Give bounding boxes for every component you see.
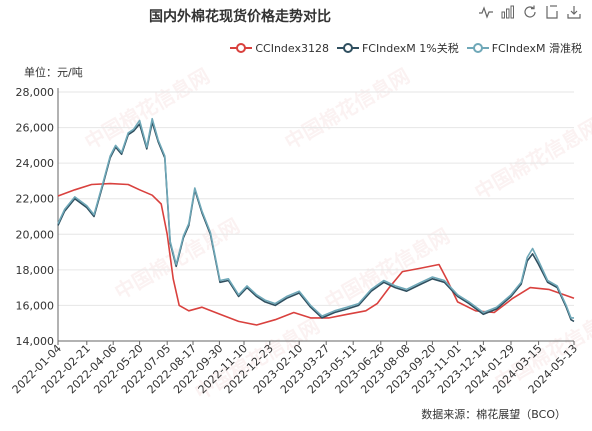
legend-item[interactable]: FCIndexM 滑准税 <box>466 40 582 56</box>
legend-swatch-icon <box>230 43 253 53</box>
watermark-text: 中国棉花信息网 <box>81 64 214 155</box>
y-tick-label: 20,000 <box>16 228 55 241</box>
legend-swatch-icon <box>466 43 489 53</box>
y-tick-label: 24,000 <box>16 157 55 170</box>
save-image-icon[interactable] <box>566 4 582 20</box>
page-title: 国内外棉花现货价格走势对比 <box>149 9 331 25</box>
chart-legend: CCIndex3128 FCIndexM 1%关税 FCIndexM 滑准税 <box>230 40 582 56</box>
legend-item[interactable]: CCIndex3128 <box>230 40 329 56</box>
series-line-1 <box>57 182 575 326</box>
line-chart-icon[interactable] <box>478 4 494 20</box>
y-tick-label: 18,000 <box>16 264 55 277</box>
legend-label: FCIndexM 1%关税 <box>361 42 459 55</box>
y-tick-label: 16,000 <box>16 299 55 312</box>
y-axis-unit-label: 单位：元/吨 <box>24 66 83 79</box>
y-tick-label: 28,000 <box>16 86 55 99</box>
legend-item[interactable]: FCIndexM 1%关税 <box>336 40 459 56</box>
series-line-2 <box>57 121 575 323</box>
bar-chart-icon[interactable] <box>500 4 516 20</box>
watermark-text: 中国棉花信息网 <box>321 224 454 315</box>
legend-label: CCIndex3128 <box>255 41 329 55</box>
legend-label: FCIndexM 滑准税 <box>491 42 582 55</box>
refresh-icon[interactable] <box>522 4 538 20</box>
watermark-text: 中国棉花信息网 <box>281 64 414 155</box>
series-line-3 <box>57 117 574 319</box>
legend-swatch-icon <box>336 43 359 53</box>
y-tick-label: 26,000 <box>16 122 55 135</box>
y-tick-label: 14,000 <box>16 335 55 348</box>
y-tick-label: 22,000 <box>16 193 55 206</box>
data-view-icon[interactable] <box>544 4 560 20</box>
toolbox <box>478 4 582 20</box>
source-note: 数据来源：棉花展望（BCO） <box>421 408 566 421</box>
